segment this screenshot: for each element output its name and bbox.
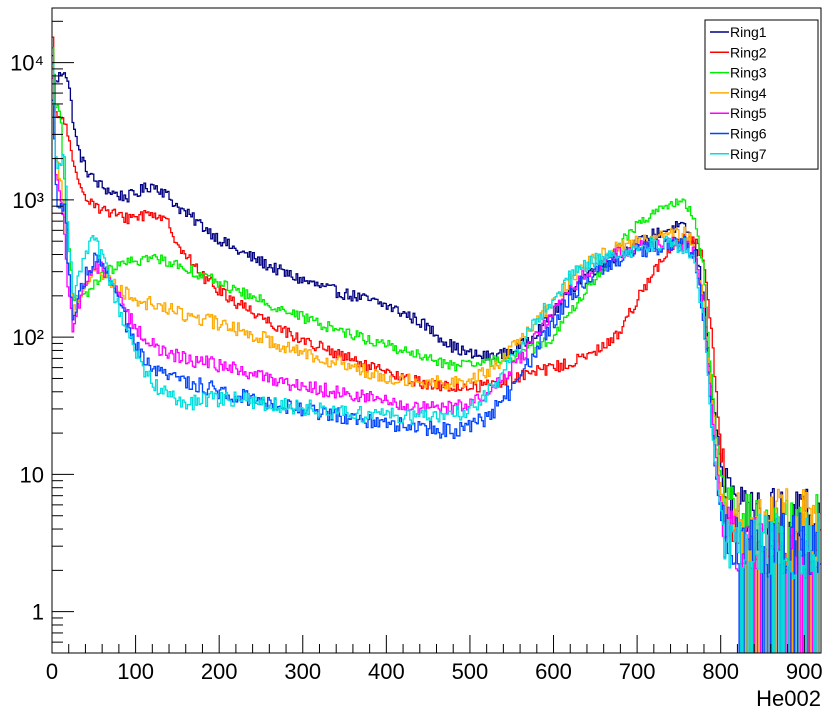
- legend-label-ring3: Ring3: [730, 65, 767, 81]
- legend-label-ring4: Ring4: [730, 85, 767, 101]
- y-tick-label: 10⁴: [10, 51, 44, 76]
- x-tick-label: 700: [619, 659, 656, 684]
- x-tick-label: 600: [535, 659, 572, 684]
- y-tick-label: 10: [20, 462, 44, 487]
- y-tick-label: 1: [32, 600, 44, 625]
- y-tick-label: 10²: [12, 325, 44, 350]
- x-tick-label: 0: [46, 659, 58, 684]
- x-tick-label: 400: [368, 659, 405, 684]
- y-tick-label: 10³: [12, 188, 44, 213]
- x-tick-label: 100: [117, 659, 154, 684]
- x-axis-title: He002: [756, 686, 821, 711]
- x-tick-label: 500: [452, 659, 489, 684]
- legend-label-ring6: Ring6: [730, 126, 767, 142]
- legend-label-ring7: Ring7: [730, 146, 767, 162]
- legend-label-ring1: Ring1: [730, 24, 767, 40]
- legend-label-ring5: Ring5: [730, 105, 767, 121]
- x-tick-label: 300: [284, 659, 321, 684]
- x-tick-label: 200: [201, 659, 238, 684]
- legend: Ring1 Ring2 Ring3 Ring4 Ring5 Ring6 Ring7: [705, 20, 818, 169]
- legend-label-ring2: Ring2: [730, 44, 767, 60]
- x-tick-label: 800: [702, 659, 739, 684]
- x-tick-label: 900: [786, 659, 823, 684]
